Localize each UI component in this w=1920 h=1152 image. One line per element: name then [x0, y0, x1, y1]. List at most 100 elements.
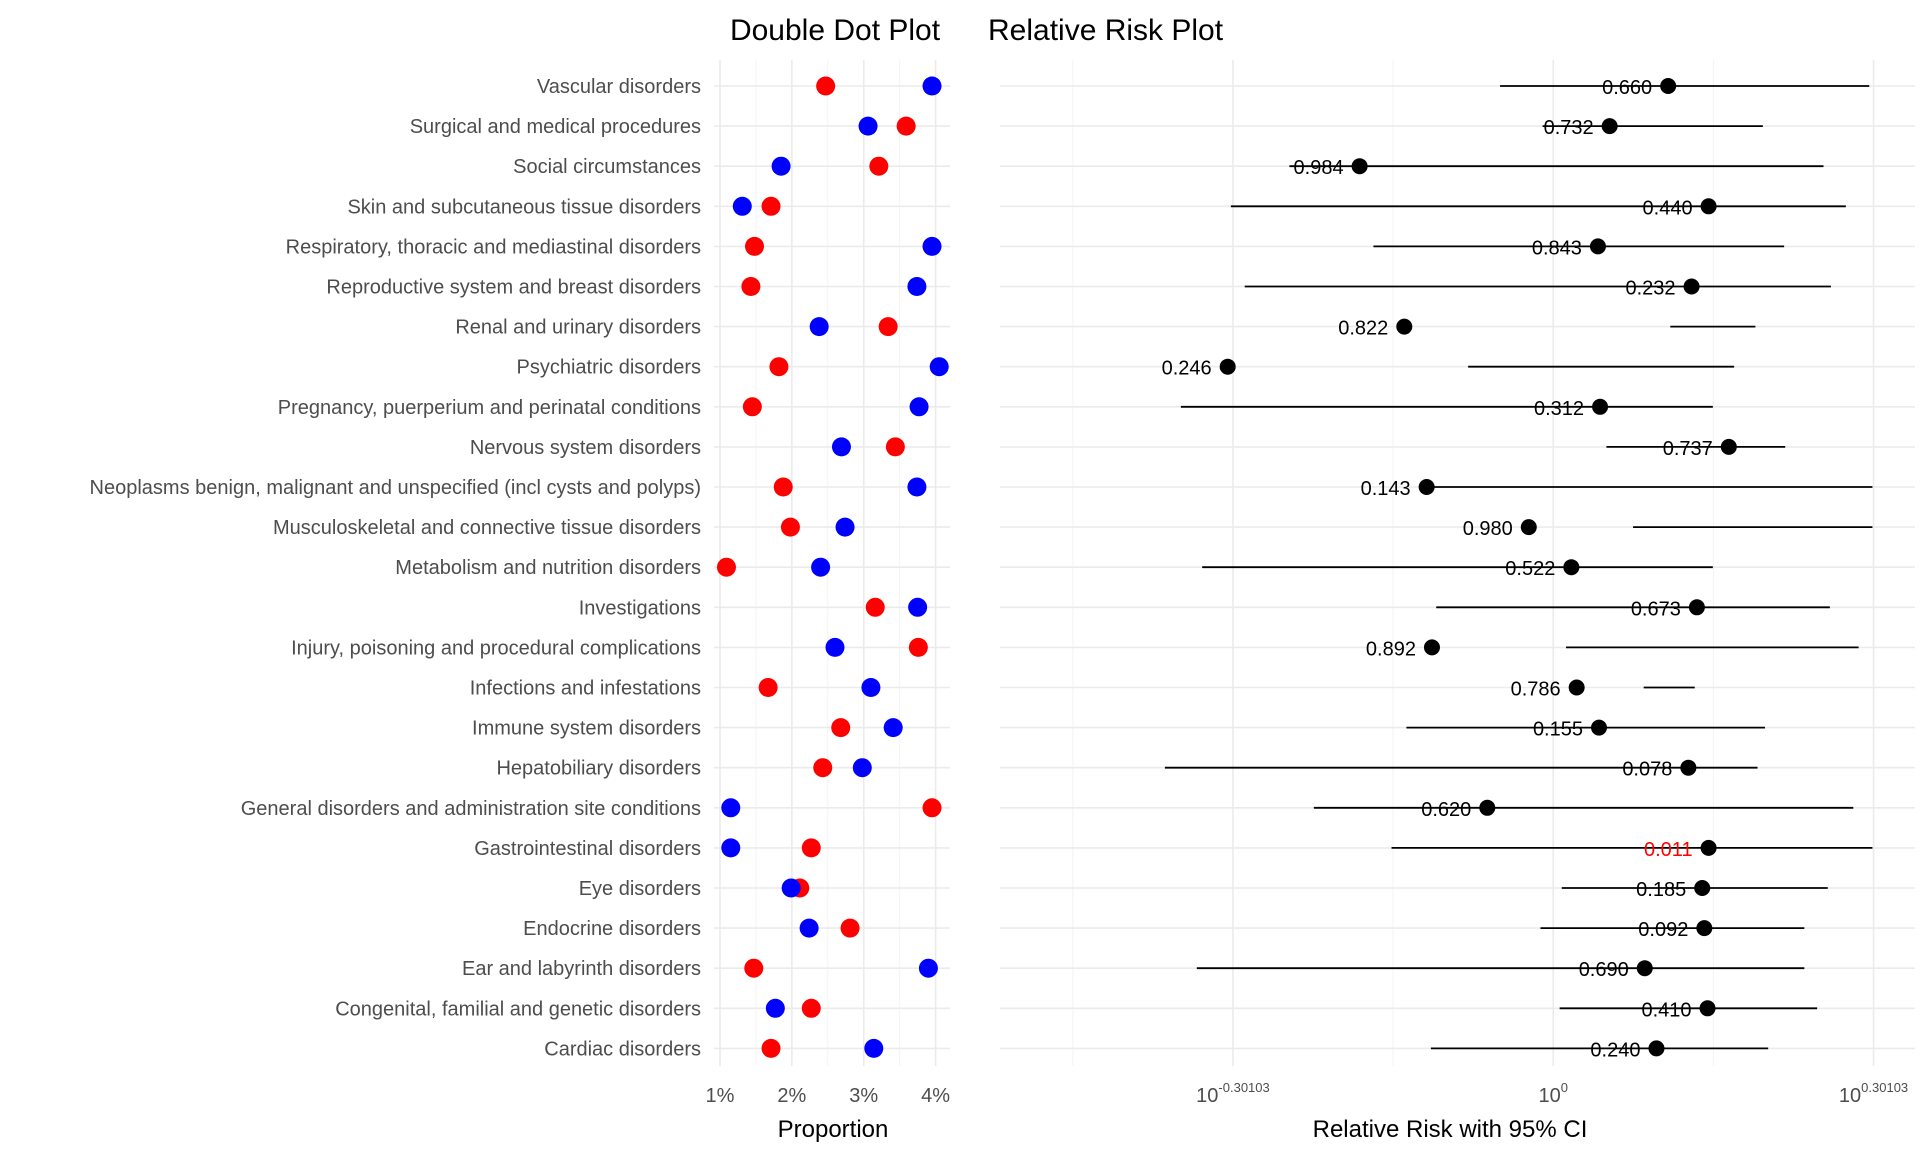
rr-plot-gridlines: [1000, 60, 1915, 1066]
dot-point: [883, 718, 903, 738]
dot-point: [781, 878, 801, 898]
dot-point: [744, 236, 764, 256]
dot-plot-points: [716, 76, 949, 1058]
dot-point: [825, 637, 845, 657]
rr-p-value: 0.522: [1505, 558, 1555, 580]
rr-p-value: 0.092: [1638, 919, 1688, 941]
rr-point: [1520, 519, 1537, 536]
category-label: General disorders and administration sit…: [241, 798, 701, 820]
rr-p-value: 0.843: [1532, 237, 1582, 259]
dot-point: [864, 1038, 884, 1058]
category-label: Congenital, familial and genetic disorde…: [335, 998, 701, 1020]
category-label: Infections and infestations: [470, 678, 701, 700]
dot-point: [922, 236, 942, 256]
dot-point: [840, 918, 860, 938]
rr-p-value: 0.786: [1511, 679, 1561, 701]
dot-point: [865, 597, 885, 617]
rr-p-value: 0.078: [1622, 759, 1672, 781]
dot-plot-x-ticks: 1% 2% 3% 4%: [706, 1085, 951, 1107]
rr-plot-x-axis-title: Relative Risk with 95% CI: [1313, 1116, 1588, 1143]
dot-x-tick-label: 3%: [849, 1085, 878, 1107]
rr-p-value: 0.673: [1631, 598, 1681, 620]
rr-point: [1699, 1000, 1716, 1017]
category-labels: Vascular disorders Surgical and medical p…: [90, 76, 701, 1060]
category-label: Musculoskeletal and connective tissue di…: [273, 517, 701, 539]
dot-point: [732, 196, 752, 216]
dot-point: [858, 116, 878, 136]
dot-point: [765, 998, 785, 1018]
dot-point: [761, 196, 781, 216]
rr-plot-ci-lines: [1164, 85, 1873, 1050]
rr-p-value: 0.410: [1641, 999, 1691, 1021]
category-label: Nervous system disorders: [470, 437, 701, 459]
category-label: Reproductive system and breast disorders: [326, 277, 701, 299]
rr-point: [1423, 639, 1440, 656]
dot-point: [922, 798, 942, 818]
category-label: Hepatobiliary disorders: [496, 758, 701, 780]
dot-point: [742, 397, 762, 417]
rr-p-value: 0.232: [1626, 278, 1676, 300]
rr-point: [1479, 799, 1496, 816]
double-dot-plot-panel: Vascular disorders Surgical and medical p…: [90, 14, 951, 1143]
rr-plot-points: [1219, 78, 1737, 1057]
rr-point: [1648, 1040, 1665, 1057]
category-label: Gastrointestinal disorders: [474, 838, 701, 860]
category-label: Metabolism and nutrition disorders: [395, 557, 701, 579]
dot-point: [852, 758, 872, 778]
category-label: Renal and urinary disorders: [455, 317, 701, 339]
rr-plot-x-ticks: 10-0.30103 100 100.30103: [1196, 1080, 1908, 1107]
category-label: Cardiac disorders: [544, 1038, 701, 1060]
dot-point: [799, 918, 819, 938]
rr-p-value: 0.240: [1590, 1039, 1640, 1061]
dot-plot-x-axis-title: Proportion: [778, 1116, 889, 1143]
dot-plot-title: Double Dot Plot: [730, 14, 941, 47]
rr-p-value: 0.732: [1544, 117, 1594, 139]
category-label: Immune system disorders: [472, 718, 701, 740]
dot-point: [908, 597, 928, 617]
dot-x-tick-label: 2%: [777, 1085, 806, 1107]
dot-x-tick-label: 4%: [921, 1085, 950, 1107]
dot-point: [885, 437, 905, 457]
rr-point: [1219, 358, 1236, 375]
dot-point: [816, 76, 836, 96]
dot-point: [771, 156, 791, 176]
dot-point: [744, 958, 764, 978]
dot-point: [896, 116, 916, 136]
dot-point: [878, 317, 898, 337]
category-label: Neoplasms benign, malignant and unspecif…: [90, 477, 701, 499]
rr-p-value: 0.011: [1644, 839, 1693, 861]
rr-p-value: 0.155: [1533, 719, 1583, 741]
category-label: Endocrine disorders: [523, 918, 701, 940]
dot-point: [922, 76, 942, 96]
rr-p-value: 0.892: [1366, 638, 1416, 660]
rr-p-value: 0.980: [1463, 518, 1513, 540]
dot-point: [780, 517, 800, 537]
rr-plot-p-values: 0.660 0.732 0.984 0.440 0.843 0.232 0.822 0.246…: [1162, 77, 1713, 1061]
rr-x-tick-label: 100: [1539, 1080, 1568, 1107]
rr-p-value: 0.690: [1579, 959, 1629, 981]
category-label: Eye disorders: [579, 878, 701, 900]
dot-point: [907, 277, 927, 296]
category-label: Surgical and medical procedures: [410, 116, 701, 138]
category-label: Pregnancy, puerperium and perinatal cond…: [278, 397, 701, 419]
rr-point: [1396, 318, 1413, 335]
rr-point: [1700, 198, 1717, 215]
rr-point: [1563, 559, 1580, 576]
rr-p-value: 0.246: [1162, 358, 1212, 380]
relative-risk-plot-panel: 0.660 0.732 0.984 0.440 0.843 0.232 0.822 0.246…: [988, 14, 1915, 1143]
rr-point: [1636, 960, 1653, 977]
dot-point: [908, 637, 928, 657]
rr-point: [1591, 719, 1608, 736]
rr-x-tick-label: 10-0.30103: [1196, 1080, 1270, 1107]
dot-point: [773, 477, 793, 497]
rr-p-value: 0.185: [1636, 879, 1686, 901]
rr-p-value: 0.822: [1338, 318, 1388, 340]
rr-point: [1720, 438, 1737, 455]
dot-point: [831, 437, 851, 457]
dot-point: [721, 798, 741, 818]
dot-point: [721, 838, 741, 858]
dot-point: [813, 758, 833, 778]
rr-p-value: 0.440: [1643, 197, 1693, 219]
rr-point: [1592, 398, 1609, 415]
